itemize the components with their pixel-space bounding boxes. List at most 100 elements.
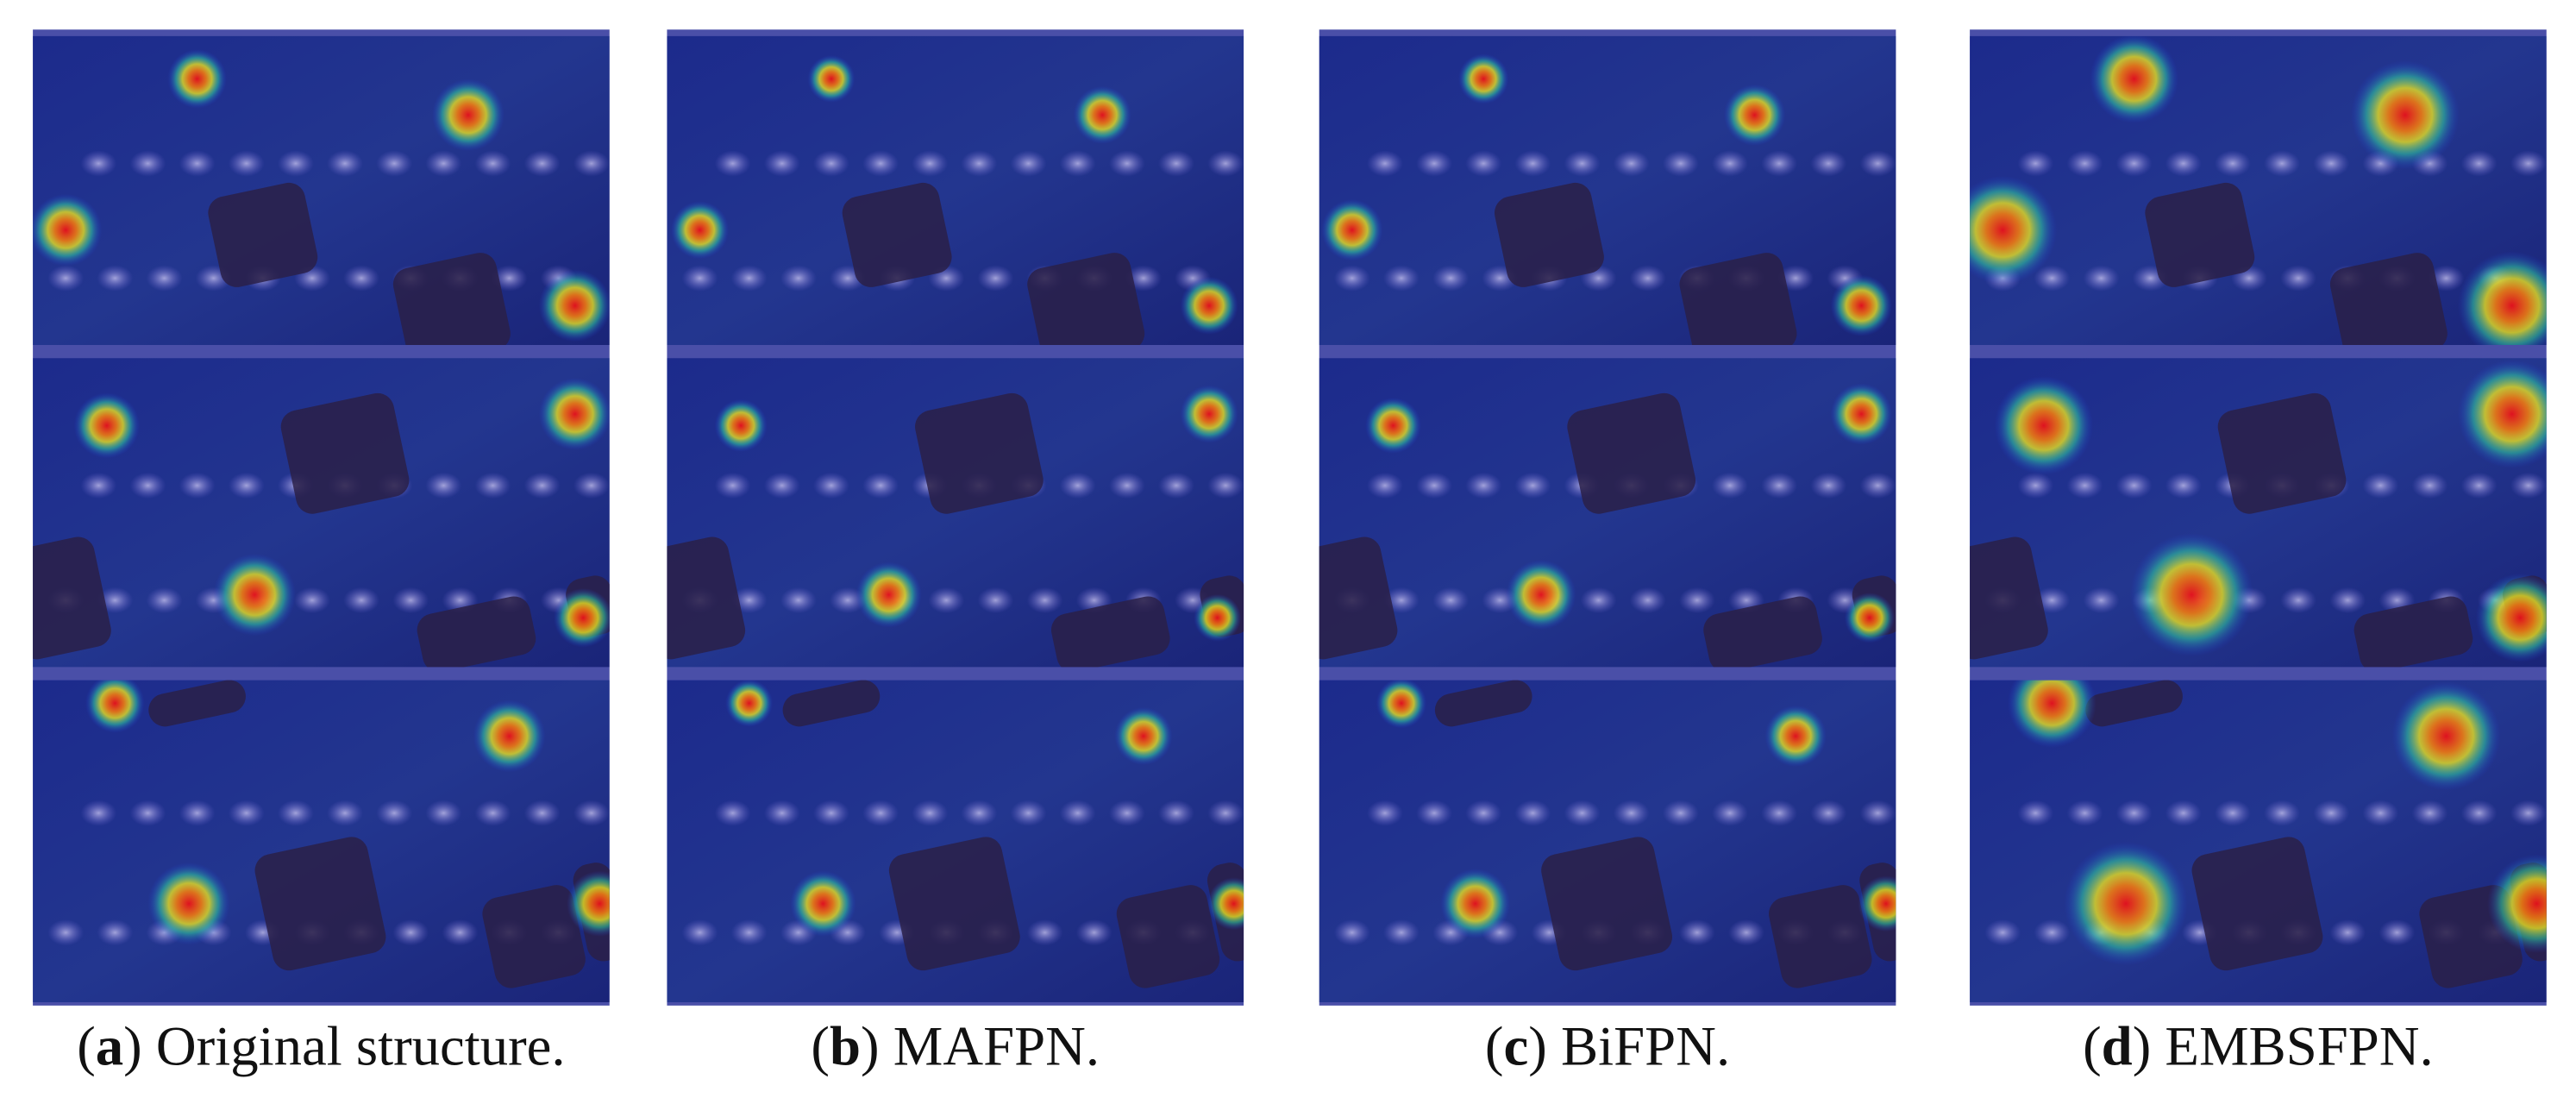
light-dot [523,150,561,177]
light-dot [730,919,768,946]
light-dot [1108,800,1145,826]
heatmap-image [33,680,610,1003]
rock [1494,182,1604,287]
heat-spot [1321,199,1383,261]
light-dot [2165,800,2202,826]
heat-spot [790,870,856,937]
light-dot [1465,800,1502,826]
heat-spot [567,870,610,937]
caption-text: ) MAFPN. [861,1015,1100,1077]
heat-spot [473,699,546,773]
heat-spot [2391,681,2501,791]
rock [2085,680,2183,727]
rock [482,885,586,988]
heat-spot [1764,705,1827,768]
light-dot [1859,150,1896,177]
light-dot [1761,472,1798,499]
light-dot [961,800,998,826]
rock [1703,596,1822,668]
light-dot [2460,150,2498,177]
light-dot [2264,800,2300,826]
light-dot [2066,800,2103,826]
light-dot [2115,150,2153,177]
light-dot [2115,472,2153,499]
light-dot [2066,472,2103,499]
light-dot [1108,472,1145,499]
caption-label: a [96,1015,123,1077]
rock [782,680,881,727]
light-dot [2411,800,2448,826]
light-dot [1712,800,1748,826]
light-dot [2017,800,2054,826]
light-dot [1465,150,1502,177]
light-dot [681,265,718,292]
light-dot [1564,800,1601,826]
light-dot [1678,586,1715,614]
heat-spot [85,680,145,733]
heat-spot [807,55,856,103]
rock [1679,253,1797,346]
light-dot [2165,150,2202,177]
light-dot [2313,150,2350,177]
light-dot [1207,472,1244,499]
light-dot [1383,265,1420,292]
light-dot [2115,800,2153,826]
light-dot [2034,919,2071,946]
image-background [33,35,610,346]
light-dot [1059,150,1096,177]
light-dot [179,150,216,177]
rock [1027,253,1145,346]
light-dot [2066,150,2103,177]
light-dot [928,586,965,614]
heat-spot [553,588,610,648]
light-dot [1366,800,1403,826]
light-dot [442,919,479,946]
light-dot [2510,150,2547,177]
rock [148,680,246,727]
panel: (a) Original structure. [33,29,610,1077]
light-dot [812,472,849,499]
caption-text: ) BiFPN. [1528,1015,1730,1077]
light-dot [714,150,751,177]
light-dot [179,800,216,826]
heatmap-image [1970,680,2547,1003]
light-dot [1416,472,1453,499]
light-dot [474,800,511,826]
caption-open: ( [2083,1015,2102,1077]
heatmap-image [33,358,610,668]
light-dot [681,919,718,946]
rock [1319,536,1398,660]
light-dot [714,472,751,499]
light-dot [1761,150,1798,177]
image-background [1319,35,1896,346]
light-dot [862,800,899,826]
heat-spot [2457,251,2547,346]
light-dot [812,800,849,826]
rock [888,837,1020,971]
rock [667,536,746,660]
light-dot [2034,265,2071,292]
heat-spot [1440,869,1511,939]
light-dot [2510,800,2547,826]
light-dot [1662,800,1699,826]
light-dot [1416,150,1453,177]
light-dot [730,265,768,292]
light-dot [1207,150,1244,177]
light-dot [2379,919,2416,946]
light-dot [228,150,265,177]
light-dot [1514,150,1551,177]
light-dot [97,265,134,292]
heat-spot [1994,376,2093,475]
light-dot [1564,150,1601,177]
light-dot [2017,472,2054,499]
rock [1116,885,1220,988]
light-dot [1629,586,1666,614]
heatmap-image [1970,35,2547,346]
light-dot [1432,586,1470,614]
rock [2191,837,2323,971]
rock [1769,885,1872,988]
heat-spot [2090,35,2179,123]
heat-spot [1073,85,1131,144]
heat-spot [33,193,103,267]
